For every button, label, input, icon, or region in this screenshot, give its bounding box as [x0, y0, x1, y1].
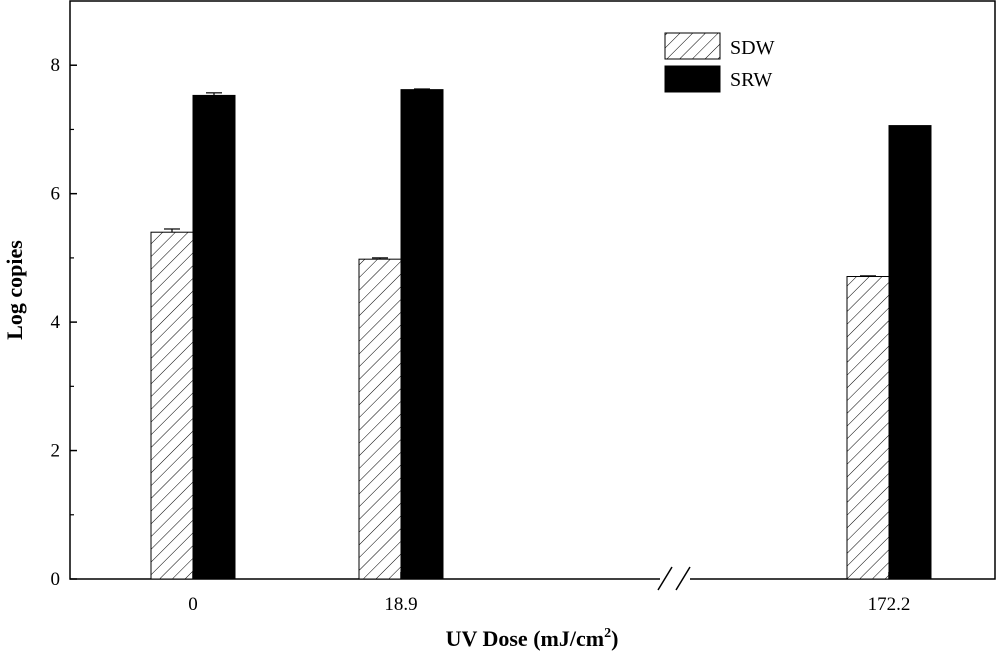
y-tick-label: 4	[51, 312, 61, 333]
bar-sdw	[358, 258, 402, 580]
bar-srw	[400, 89, 444, 580]
x-tick-label: 18.9	[384, 594, 417, 615]
y-axis-title: Log copies	[2, 240, 27, 340]
x-axis-title-main: UV Dose (mJ/cm	[446, 626, 604, 651]
x-tick-label: 0	[188, 594, 198, 615]
y-tick-label: 2	[51, 441, 61, 462]
bar-srw	[192, 94, 236, 580]
plot-area-frame	[69, 0, 996, 580]
x-axis-title-suffix: )	[611, 626, 618, 651]
bar-srw	[888, 125, 932, 580]
x-axis: 0 18.9 172.2	[188, 572, 910, 615]
legend-label-srw: SRW	[730, 69, 772, 91]
y-tick-label: 0	[51, 569, 61, 590]
legend: SDW SRW	[664, 32, 775, 93]
legend-label-sdw: SDW	[730, 37, 775, 59]
legend-swatch-sdw	[664, 32, 721, 60]
x-axis-title-superscript: 2	[604, 626, 611, 641]
y-tick-label: 8	[51, 55, 61, 76]
bar-sdw	[846, 276, 890, 580]
y-tick-label: 6	[51, 184, 61, 205]
legend-swatch-srw	[664, 65, 721, 93]
x-axis-break-marks	[657, 566, 691, 591]
bars-layer	[150, 88, 932, 580]
bar-sdw	[150, 231, 194, 580]
x-tick-label: 172.2	[868, 594, 911, 615]
x-axis-title: UV Dose (mJ/cm2)	[446, 626, 619, 651]
y-axis: 0 2 4 6 8	[51, 55, 77, 590]
